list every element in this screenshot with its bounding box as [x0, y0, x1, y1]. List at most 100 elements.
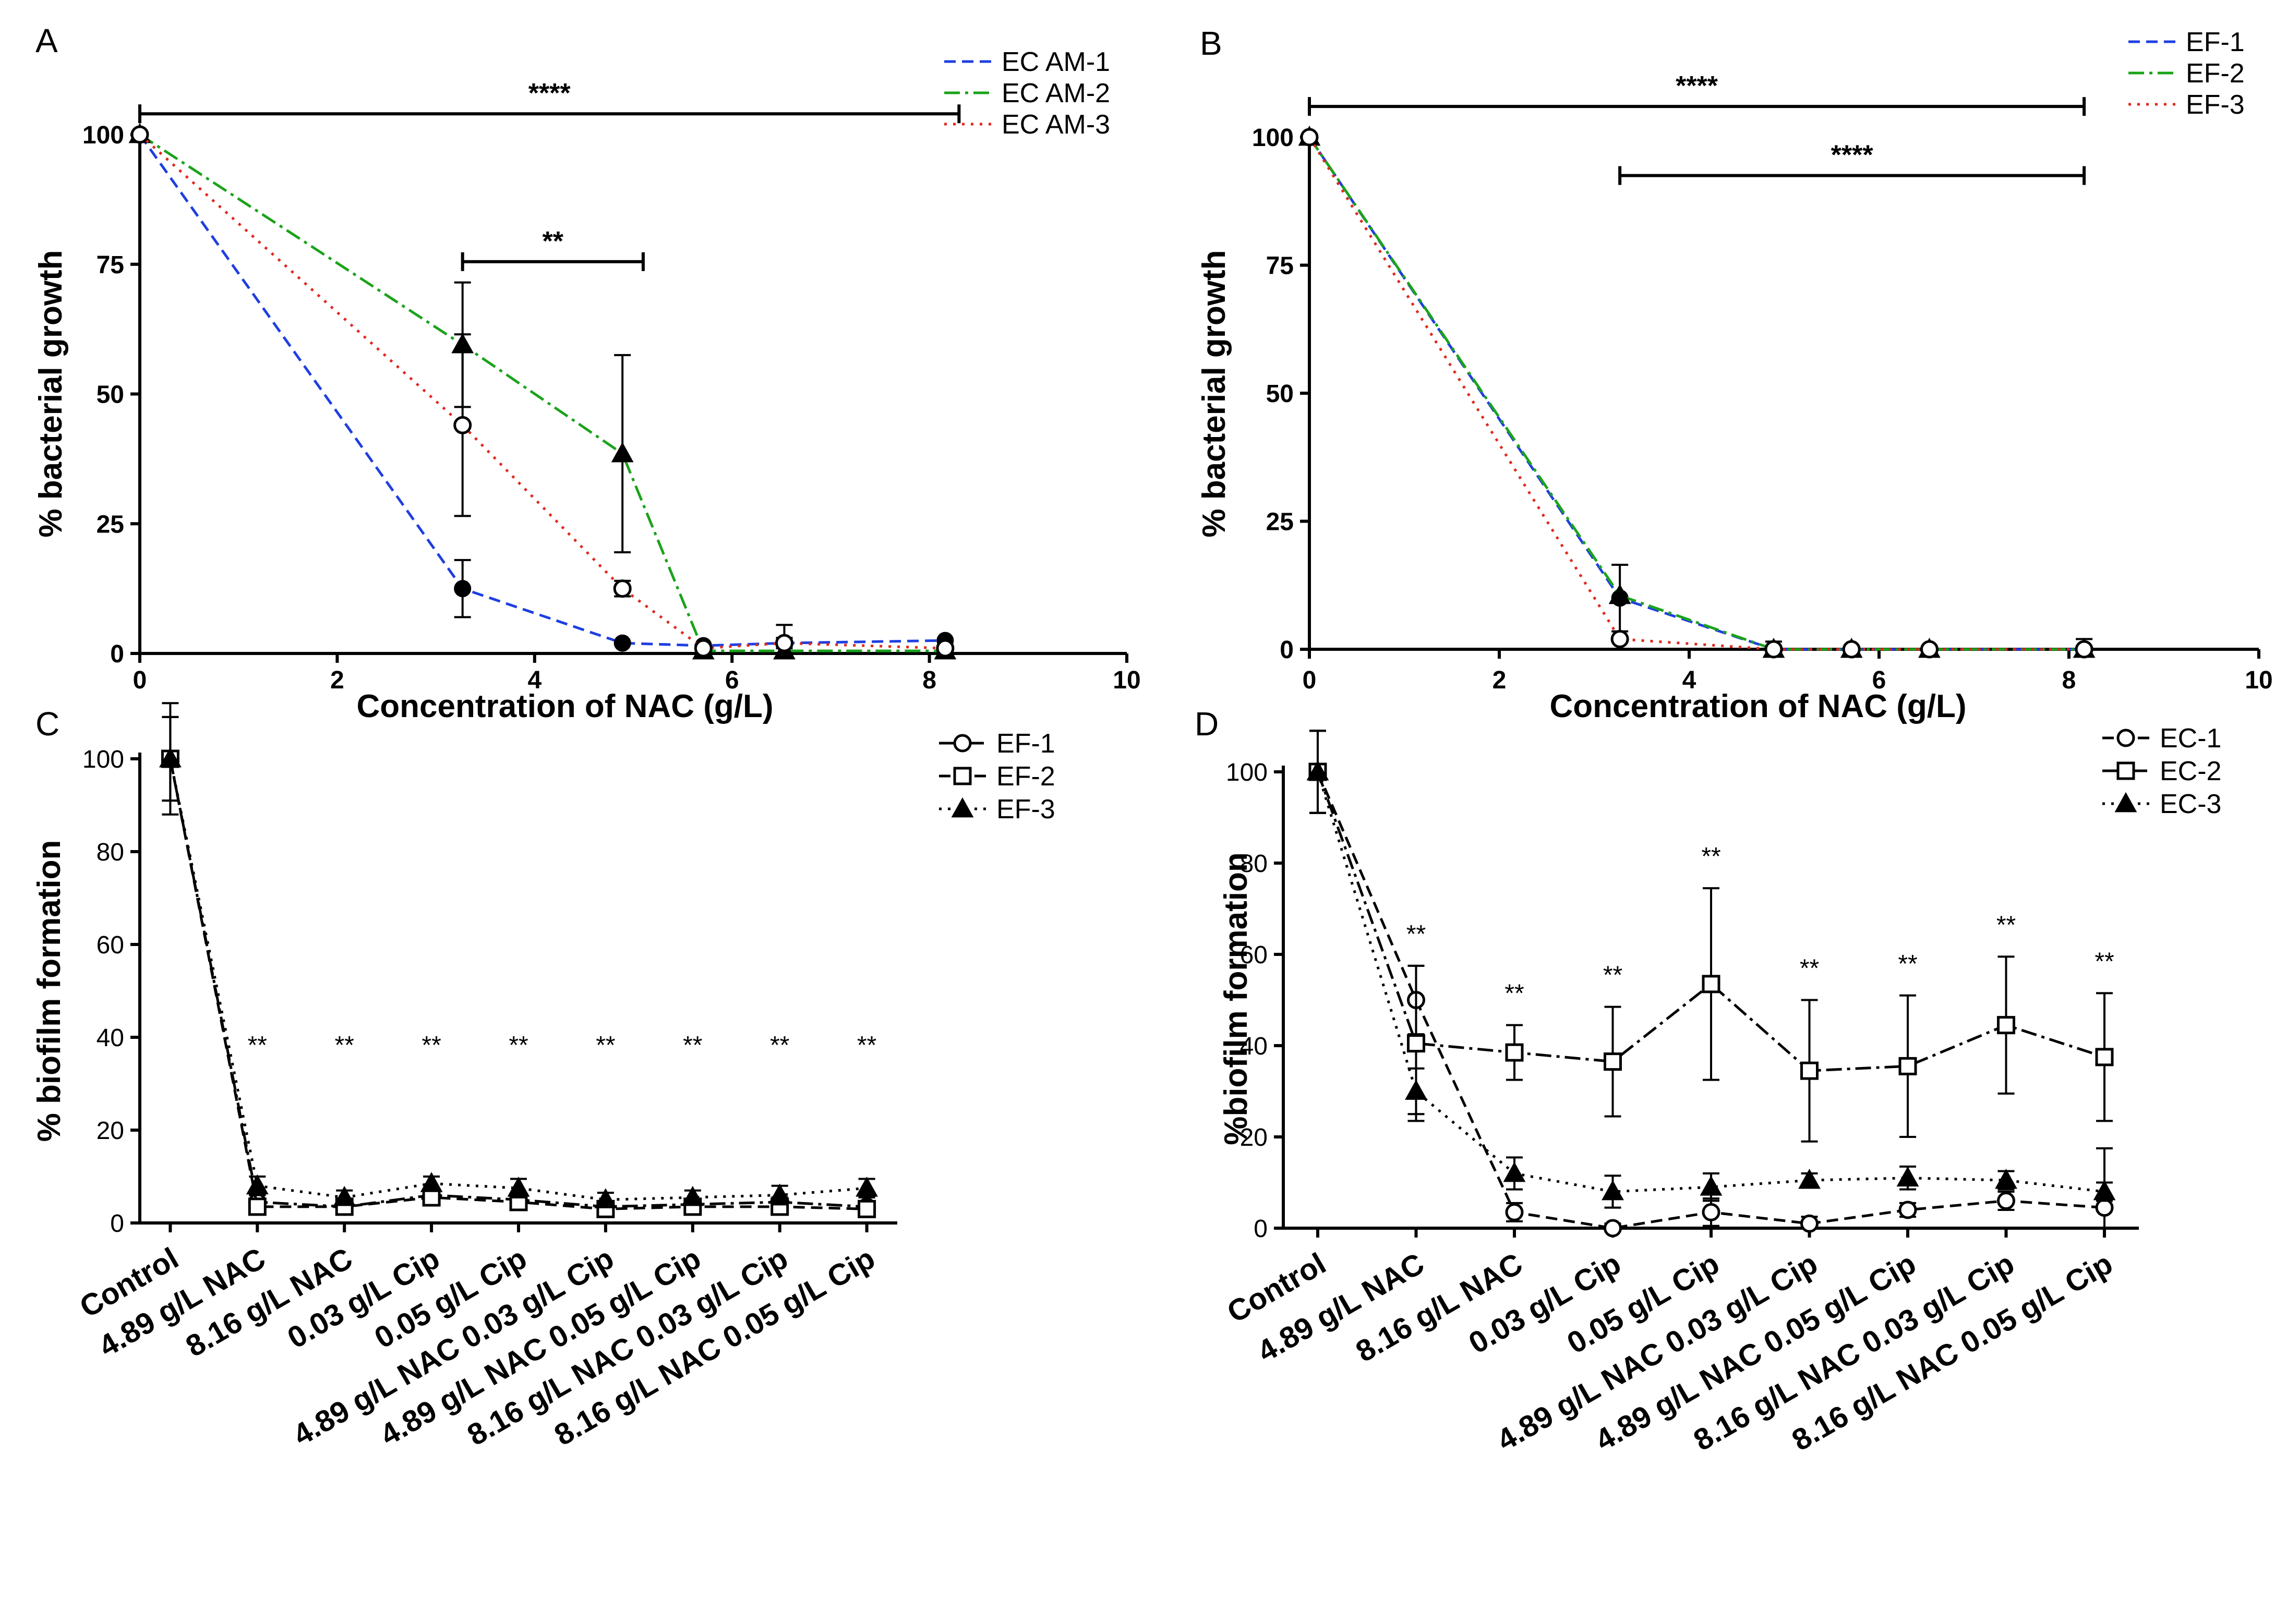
x-tick-label: 6 — [725, 666, 739, 694]
data-point — [1920, 640, 1939, 659]
series-EC AM-1 — [131, 126, 954, 655]
data-point — [2116, 729, 2135, 747]
significance-label: ** — [1504, 980, 1524, 1008]
data-point — [611, 442, 634, 463]
y-axis-title: % biofilm formation — [31, 840, 67, 1142]
y-tick-label: 50 — [1266, 380, 1294, 408]
legend-label: EC-3 — [2160, 789, 2221, 819]
data-point — [953, 767, 972, 785]
legend-entry: EC-1 — [2102, 723, 2221, 754]
significance-label: ** — [857, 1032, 876, 1059]
y-tick-label: 25 — [97, 511, 124, 538]
x-tick-label: 2 — [1492, 666, 1507, 694]
y-tick-label: 60 — [1240, 941, 1268, 969]
data-point — [1800, 1061, 1819, 1080]
legend-entry: EF-1 — [2128, 27, 2245, 57]
significance-label: ** — [1800, 955, 1819, 983]
series-EC-3 — [1306, 730, 2116, 1209]
significance-label: ** — [509, 1032, 528, 1059]
series-line — [168, 758, 867, 1210]
significance-label: **** — [1676, 71, 1718, 101]
y-tick-label: 100 — [82, 746, 124, 773]
y-tick-label: 50 — [97, 381, 124, 409]
data-point — [1702, 975, 1720, 993]
x-tick-label: 10 — [1113, 666, 1140, 694]
data-point — [768, 1183, 791, 1204]
legend-entry: EC AM-3 — [944, 110, 1110, 140]
series-line — [139, 133, 945, 652]
data-point — [1898, 1057, 1917, 1075]
series-EC AM-2 — [128, 123, 957, 660]
significance-label: ** — [1898, 950, 1917, 978]
legend-entry: EF-3 — [939, 794, 1055, 825]
data-point — [1603, 1052, 1622, 1071]
y-tick-label: 80 — [1240, 850, 1268, 878]
data-point — [1800, 1214, 1819, 1233]
series-EF-3 — [159, 716, 878, 1208]
y-axis-title: % bacterial growth — [1196, 250, 1232, 537]
data-point — [2075, 640, 2093, 659]
data-point — [1602, 1180, 1624, 1201]
data-point — [1997, 1192, 2016, 1210]
legend-label: EC AM-2 — [1002, 78, 1110, 108]
series-EF-2 — [1298, 125, 2096, 658]
legend-label: EC AM-3 — [1002, 110, 1110, 140]
data-point — [248, 1197, 267, 1216]
data-point — [694, 639, 713, 658]
y-tick-label: 0 — [1254, 1215, 1268, 1243]
series-EF-1 — [161, 716, 876, 1216]
y-tick-label: 60 — [97, 931, 124, 959]
x-axis-title: Concentration of NAC (g/L) — [1549, 688, 1966, 724]
panel-B: 0 25 50 75 100 0 2 4 6 8 10 Concentration of NAC (g… — [1196, 25, 2273, 724]
series-line — [1308, 136, 2085, 651]
legend-entry: EF-2 — [2128, 58, 2245, 89]
data-point — [420, 1172, 443, 1192]
significance-label: ** — [335, 1032, 354, 1059]
panel-label: C — [35, 705, 59, 743]
significance-label: ** — [248, 1032, 267, 1059]
panel-label: D — [1195, 705, 1219, 743]
x-axis-title: Concentration of NAC (g/L) — [356, 688, 773, 724]
y-tick-label: 80 — [97, 839, 124, 866]
legend-entry: EF-3 — [2128, 90, 2245, 120]
data-point — [1405, 1080, 1427, 1100]
y-axis-title: %biofilm formation — [1218, 852, 1254, 1145]
data-point — [951, 797, 974, 818]
data-point — [1603, 1219, 1622, 1238]
data-point — [1300, 128, 1319, 147]
legend-label: EC AM-1 — [1002, 47, 1110, 77]
legend-label: EC-1 — [2160, 723, 2221, 754]
data-point — [454, 580, 472, 598]
x-tick-label: 4 — [527, 666, 541, 694]
data-point — [1505, 1043, 1524, 1062]
data-point — [246, 1174, 269, 1195]
legend-entry: EC AM-1 — [944, 47, 1110, 77]
legend-entry: EF-2 — [939, 761, 1055, 792]
category-label: 4.89 g/L NAC — [1252, 1246, 1430, 1369]
data-point — [2116, 761, 2135, 780]
data-point — [1995, 1169, 2017, 1189]
data-point — [1306, 760, 1329, 781]
x-tick-label: 4 — [1682, 666, 1696, 694]
series-EF-2 — [161, 702, 876, 1218]
data-point — [507, 1177, 530, 1197]
data-point — [936, 639, 955, 658]
legend-label: EF-3 — [996, 794, 1055, 825]
data-point — [1503, 1161, 1526, 1182]
significance-label: ** — [683, 1032, 702, 1059]
data-point — [2095, 1048, 2114, 1066]
data-point — [1842, 640, 1861, 659]
y-tick-label: 100 — [1226, 759, 1268, 786]
data-point — [2095, 1198, 2114, 1217]
series-line — [168, 758, 867, 1202]
significance-label: ** — [543, 226, 564, 257]
significance-label: ** — [1603, 962, 1622, 989]
significance-label: ** — [1996, 911, 2016, 939]
series-EF-3 — [1300, 128, 2093, 659]
data-point — [594, 1188, 617, 1208]
data-point — [2114, 792, 2137, 813]
series-line — [1308, 136, 2085, 651]
y-axis-title: % bacterial growth — [33, 250, 69, 537]
y-tick-label: 100 — [82, 122, 124, 149]
series-line — [1316, 771, 2105, 1193]
